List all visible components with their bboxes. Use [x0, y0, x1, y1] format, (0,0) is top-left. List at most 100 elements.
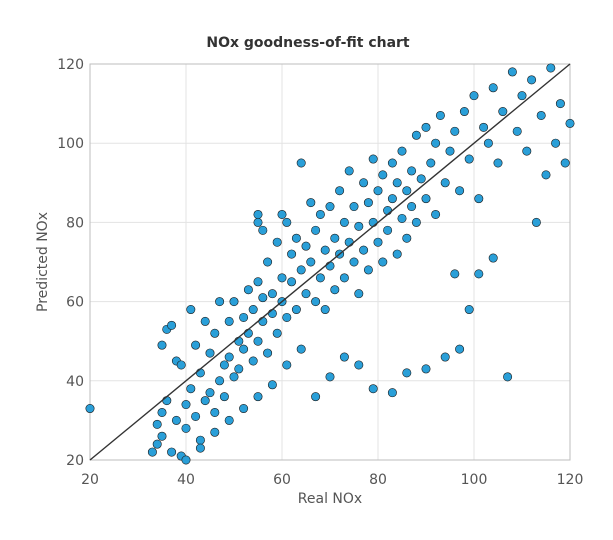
data-point — [325, 261, 335, 271]
data-point — [277, 273, 287, 283]
data-point — [411, 217, 421, 227]
data-point — [291, 233, 301, 243]
data-point — [234, 336, 244, 346]
data-point — [229, 372, 239, 382]
data-point — [387, 388, 397, 398]
data-point — [253, 336, 263, 346]
data-point — [224, 316, 234, 326]
data-point — [311, 297, 321, 307]
data-point — [368, 154, 378, 164]
data-point — [421, 364, 431, 374]
data-point — [397, 213, 407, 223]
data-point — [263, 348, 273, 358]
data-point — [555, 99, 565, 109]
data-point — [565, 118, 575, 128]
data-point — [359, 245, 369, 255]
data-point — [167, 447, 177, 457]
data-point — [363, 198, 373, 208]
data-point — [450, 126, 460, 136]
data-point — [392, 249, 402, 259]
data-point — [536, 110, 546, 120]
data-point — [402, 368, 412, 378]
data-point — [306, 198, 316, 208]
data-point — [349, 202, 359, 212]
data-point — [239, 312, 249, 322]
data-point — [301, 241, 311, 251]
data-point — [311, 225, 321, 235]
data-points — [85, 63, 575, 465]
y-tick-labels: 20 40 60 80 100 120 — [57, 57, 84, 469]
data-point — [258, 225, 268, 235]
data-point — [431, 138, 441, 148]
data-point — [402, 233, 412, 243]
data-point — [157, 407, 167, 417]
data-point — [162, 396, 172, 406]
x-tick-label: 40 — [177, 472, 195, 488]
data-point — [85, 404, 95, 414]
data-point — [272, 328, 282, 338]
data-point — [296, 158, 306, 168]
data-point — [455, 344, 465, 354]
y-tick-label: 120 — [57, 57, 84, 73]
data-point — [195, 443, 205, 453]
data-point — [277, 209, 287, 219]
data-point — [339, 352, 349, 362]
data-point — [527, 75, 537, 85]
data-point — [531, 217, 541, 227]
data-point — [378, 257, 388, 267]
data-point — [282, 217, 292, 227]
data-point — [503, 372, 513, 382]
data-point — [517, 91, 527, 101]
data-point — [392, 178, 402, 188]
data-point — [474, 194, 484, 204]
data-point — [272, 237, 282, 247]
data-point — [248, 356, 258, 366]
data-point — [258, 316, 268, 326]
data-point — [315, 273, 325, 283]
data-point — [296, 344, 306, 354]
data-point — [325, 372, 335, 382]
data-point — [397, 146, 407, 156]
data-point — [253, 217, 263, 227]
data-point — [253, 277, 263, 287]
data-point — [483, 138, 493, 148]
data-point — [243, 328, 253, 338]
data-point — [440, 352, 450, 362]
data-point — [407, 166, 417, 176]
data-point — [383, 206, 393, 216]
data-point — [455, 186, 465, 196]
data-point — [181, 400, 191, 410]
data-point — [435, 110, 445, 120]
data-point — [354, 289, 364, 299]
data-point — [219, 392, 229, 402]
data-point — [407, 202, 417, 212]
x-tick-label: 20 — [81, 472, 99, 488]
data-point — [215, 376, 225, 386]
data-point — [359, 178, 369, 188]
data-point — [191, 411, 201, 421]
data-point — [253, 392, 263, 402]
x-tick-labels: 20 40 60 80 100 120 — [81, 472, 583, 488]
data-point — [411, 130, 421, 140]
data-point — [387, 158, 397, 168]
data-point — [459, 107, 469, 117]
data-point — [167, 320, 177, 330]
data-point — [191, 340, 201, 350]
data-point — [253, 209, 263, 219]
data-point — [330, 233, 340, 243]
data-point — [421, 194, 431, 204]
data-point — [498, 107, 508, 117]
data-point — [488, 253, 498, 263]
data-point — [493, 158, 503, 168]
data-point — [354, 221, 364, 231]
data-point — [181, 423, 191, 433]
x-tick-label: 80 — [369, 472, 387, 488]
data-point — [368, 384, 378, 394]
x-tick-label: 100 — [461, 472, 488, 488]
data-point — [387, 194, 397, 204]
data-point — [152, 419, 162, 429]
data-point — [469, 91, 479, 101]
data-point — [330, 285, 340, 295]
data-point — [383, 225, 393, 235]
